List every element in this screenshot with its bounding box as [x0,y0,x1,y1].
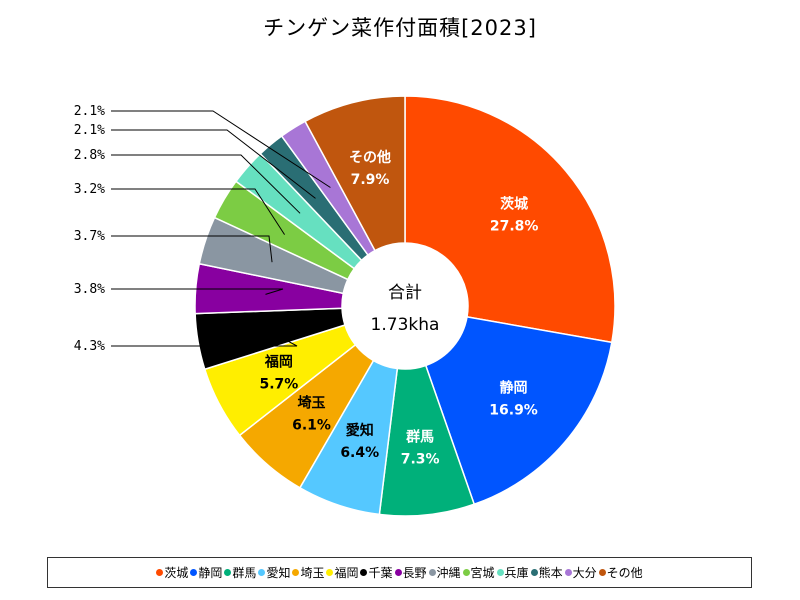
legend-marker [462,569,470,576]
legend-marker [360,569,368,576]
legend-marker [326,569,334,576]
legend-label: 静岡 [198,566,223,580]
legend-marker [156,569,164,576]
legend-label: 熊本 [538,566,563,580]
legend-label: 沖縄 [436,566,461,580]
external-value-label: 2.1% [74,123,105,138]
leader-line [111,129,316,199]
slice-value-label: 5.7% [260,376,299,392]
leader-line [111,235,273,263]
legend-item: 沖縄 [428,564,461,581]
slice-name-label: 茨城 [500,195,528,212]
legend-item: 熊本 [530,564,563,581]
leader-line [111,329,298,347]
slice-value-label: 7.3% [401,452,440,468]
slice-value-label: 7.9% [351,172,390,188]
legend-label: 兵庫 [504,566,529,580]
pie-slice-静岡 [424,316,613,506]
center-label: 合計 [388,283,422,303]
legend-marker [564,569,572,576]
legend-marker [598,569,606,576]
center-total-value: 1.73kha [371,315,440,335]
leader-line [111,188,285,235]
legend-item: 大分 [564,564,597,581]
chart-legend: 茨城 静岡 群馬 愛知 埼玉 福岡 千葉 長野 沖縄 宮城 兵庫 熊本 大分 その他 [47,557,752,588]
slice-group [194,95,616,517]
external-value-label: 2.8% [74,148,105,163]
slice-name-label: 福岡 [264,353,293,370]
legend-item: 長野 [394,564,427,581]
leader-line [111,288,284,295]
legend-item: 茨城 [156,564,188,581]
legend-label: 長野 [402,566,427,580]
chart-title: チンゲン菜作付面積[2023] [263,16,537,40]
legend-item: 静岡 [190,564,222,581]
legend-item: 宮城 [462,564,495,581]
slice-name-label: その他 [349,149,391,166]
slice-value-label: 27.8% [490,218,539,234]
label-group: 茨城 27.8% 静岡 16.9% 群馬 7.3% 愛知 6.4% 埼玉 6.1% 福岡 5.7% その… [74,104,539,468]
legend-marker [530,569,538,576]
slice-name-label: 静岡 [500,379,528,396]
external-value-label: 4.3% [74,339,105,354]
leader-line [111,154,301,214]
legend-label: 大分 [572,566,597,580]
legend-label: 福岡 [334,566,359,580]
legend-marker [258,569,266,576]
legend-marker [190,569,198,576]
legend-marker [428,569,436,576]
legend-label: 茨城 [164,566,189,580]
legend-marker [224,569,232,576]
legend-marker [394,569,402,576]
external-value-label: 3.7% [74,229,105,244]
legend-label: 埼玉 [300,566,325,580]
legend-item: その他 [598,564,643,581]
legend-label: 千葉 [368,566,393,580]
slice-value-label: 16.9% [489,402,538,418]
legend-item: 群馬 [224,564,256,581]
pie-slice-茨城 [404,95,616,344]
leader-line [111,110,331,188]
legend-label: 愛知 [266,566,291,580]
external-value-label: 3.8% [74,282,105,297]
external-value-label: 3.2% [74,182,105,197]
slice-value-label: 6.1% [292,418,331,434]
legend-item: 福岡 [326,564,358,581]
slice-name-label: 埼玉 [298,395,326,412]
pie-slice-その他 [304,95,406,252]
slice-name-label: 群馬 [405,429,434,446]
legend-label: その他 [606,566,643,580]
slice-name-label: 愛知 [346,422,374,439]
legend-marker [292,569,300,576]
legend-item: 兵庫 [496,564,529,581]
legend-label: 宮城 [470,566,495,580]
external-value-label: 2.1% [74,104,105,119]
legend-label: 群馬 [232,566,257,580]
legend-item: 千葉 [360,564,393,581]
legend-marker [496,569,504,576]
legend-item: 愛知 [258,564,290,581]
legend-item: 埼玉 [292,564,324,581]
slice-value-label: 6.4% [340,445,379,461]
